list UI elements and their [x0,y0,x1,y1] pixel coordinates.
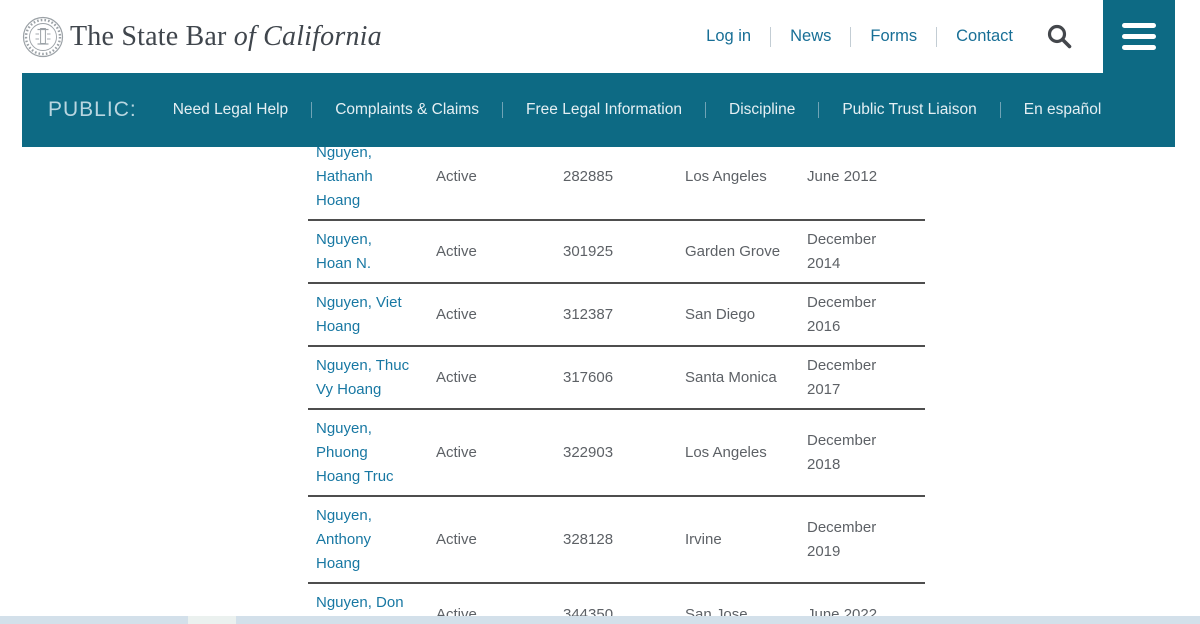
site-title: The State Bar of California [70,21,382,53]
attorney-search-results: Nguyen, Hathanh Hoang Active 282885 Los … [308,134,925,624]
admission-date-cell: December 2017 [807,346,925,410]
header-utility-nav: Log in News Forms Contact [706,0,1081,73]
status-cell: Active [436,134,563,221]
public-nav-bar: PUBLIC: Need Legal Help Complaints & Cla… [22,73,1175,147]
attorney-name-link[interactable]: Nguyen, Anthony Hoang [316,507,372,572]
city-cell: Irvine [685,496,807,584]
public-section-label: PUBLIC: [48,98,137,121]
table-row: Nguyen, Hathanh Hoang Active 282885 Los … [308,134,925,221]
admission-date-cell: December 2019 [807,496,925,584]
nav-item-complaints-claims[interactable]: Complaints & Claims [335,101,480,118]
status-cell: Active [436,409,563,497]
nav-item-need-legal-help[interactable]: Need Legal Help [172,101,289,118]
site-header: The State Bar of California Log in News … [0,0,1200,73]
city-cell: Garden Grove [685,220,807,284]
nav-item-public-trust-liaison[interactable]: Public Trust Liaison [842,101,977,118]
site-title-accent: of California [233,20,382,52]
bottom-strip-highlight [188,616,236,624]
table-row: Nguyen, Viet Hoang Active 312387 San Die… [308,283,925,347]
attorney-name-link[interactable]: Nguyen, Phuong Hoang Truc [316,420,394,485]
table-row: Nguyen, Anthony Hoang Active 328128 Irvi… [308,496,925,584]
public-nav-items: Need Legal Help Complaints & Claims Free… [173,101,1102,119]
hamburger-menu-button[interactable] [1103,0,1175,73]
bar-number-cell: 322903 [563,409,685,497]
bar-number-cell: 301925 [563,220,685,284]
bar-number-cell: 317606 [563,346,685,410]
forms-link[interactable]: Forms [870,27,918,45]
table-row: Nguyen, Hoan N. Active 301925 Garden Gro… [308,220,925,284]
attorney-name-link[interactable]: Nguyen, Viet Hoang [316,294,402,335]
admission-date-cell: December 2016 [807,283,925,347]
nav-item-free-legal-information[interactable]: Free Legal Information [526,101,682,118]
city-cell: Los Angeles [685,409,807,497]
nav-item-en-espanol[interactable]: En español [1023,101,1102,118]
state-bar-logo[interactable]: The State Bar of California [22,16,382,58]
status-cell: Active [436,220,563,284]
hamburger-icon [1122,23,1156,28]
nav-item-discipline[interactable]: Discipline [729,101,796,118]
admission-date-cell: December 2018 [807,409,925,497]
bar-number-cell: 312387 [563,283,685,347]
bar-number-cell: 328128 [563,496,685,584]
attorney-name-link[interactable]: Nguyen, Hathanh Hoang [316,144,373,209]
status-cell: Active [436,346,563,410]
search-icon [1047,24,1072,49]
header-link-news-item: News [751,27,831,47]
status-cell: Active [436,496,563,584]
state-bar-seal-icon [22,16,64,57]
city-cell: Los Angeles [685,134,807,221]
admission-date-cell: December 2014 [807,220,925,284]
login-link[interactable]: Log in [706,27,752,45]
site-title-main: The State Bar [70,20,234,52]
attorney-name-link[interactable]: Nguyen, Hoan N. [316,231,372,272]
city-cell: San Diego [685,283,807,347]
bar-number-cell: 282885 [563,134,685,221]
search-button[interactable] [1046,23,1073,50]
attorney-name-link[interactable]: Nguyen, Thuc Vy Hoang [316,357,410,398]
bottom-section-strip [0,616,1200,624]
header-link-contact-item: Contact [917,27,1013,47]
results-table: Nguyen, Hathanh Hoang Active 282885 Los … [308,134,925,624]
header-link-login-item: Log in [706,27,751,46]
city-cell: Santa Monica [685,346,807,410]
admission-date-cell: June 2012 [807,134,925,221]
header-link-forms-item: Forms [831,27,917,47]
table-row: Nguyen, Thuc Vy Hoang Active 317606 Sant… [308,346,925,410]
table-row: Nguyen, Phuong Hoang Truc Active 322903 … [308,409,925,497]
news-link[interactable]: News [790,27,832,45]
header-links: Log in News Forms Contact [706,27,1013,47]
status-cell: Active [436,283,563,347]
contact-link[interactable]: Contact [956,27,1013,45]
